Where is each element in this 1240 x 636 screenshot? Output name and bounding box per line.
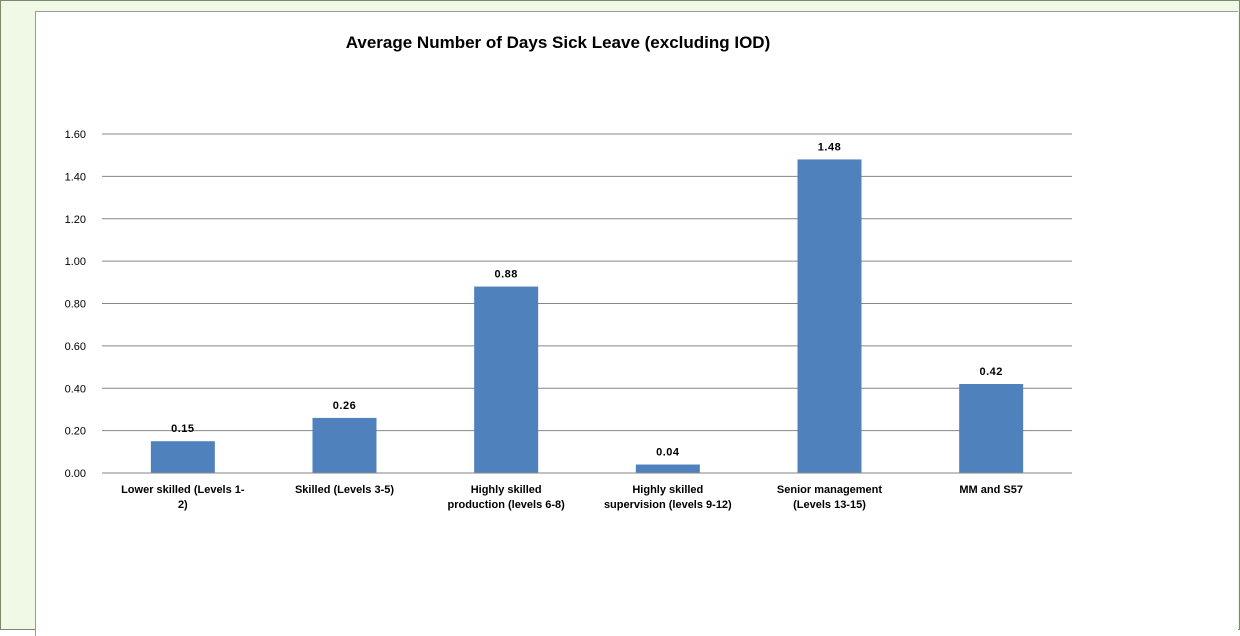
y-tick-label: 0.40: [65, 383, 86, 395]
x-tick-label: MM and S57: [959, 484, 1023, 496]
data-label: 0.42: [979, 366, 1002, 378]
y-tick-label: 1.60: [65, 129, 86, 141]
chart-title: Average Number of Days Sick Leave (exclu…: [346, 33, 771, 52]
data-label: 0.88: [494, 269, 517, 281]
y-tick-label: 1.40: [65, 171, 86, 183]
y-axis-tick-labels: 0.00 0.20 0.40 0.60 0.80 1.00 1.20 1.40 1.60: [65, 129, 86, 480]
bar: [635, 464, 700, 473]
bar: [797, 159, 862, 474]
bar-chart: Average Number of Days Sick Leave (exclu…: [65, 33, 1072, 511]
bar: [959, 384, 1024, 473]
x-tick-label: Highly skilled supervision (levels 9-12): [604, 484, 732, 511]
bar: [150, 441, 215, 473]
bars: [150, 159, 1024, 474]
bar: [312, 417, 377, 473]
y-tick-label: 1.00: [65, 256, 86, 268]
data-labels: 0.15 0.26 0.88 0.04 1.48 0.42: [171, 141, 1002, 459]
x-tick-label: Skilled (Levels 3-5): [295, 484, 394, 496]
x-axis-category-labels: Lower skilled (Levels 1-2) Skilled (Level…: [121, 484, 1023, 511]
data-label: 0.04: [656, 447, 680, 459]
gridlines: [102, 133, 1072, 432]
data-label: 0.26: [333, 400, 356, 412]
bar: [474, 286, 539, 473]
y-tick-label: 0.20: [65, 426, 86, 438]
data-label: 0.15: [171, 423, 194, 435]
y-tick-label: 0.80: [65, 299, 86, 311]
x-tick-label: Highly skilled production (levels 6-8): [447, 484, 565, 511]
x-tick-label: Senior management (Levels 13-15): [777, 484, 882, 511]
y-tick-label: 0.60: [65, 341, 86, 353]
y-tick-label: 1.20: [65, 214, 86, 226]
data-label: 1.48: [818, 141, 841, 153]
chart-area: Average Number of Days Sick Leave (exclu…: [35, 11, 1238, 636]
x-tick-label: Lower skilled (Levels 1-2): [121, 484, 245, 511]
y-tick-label: 0.00: [65, 468, 86, 480]
